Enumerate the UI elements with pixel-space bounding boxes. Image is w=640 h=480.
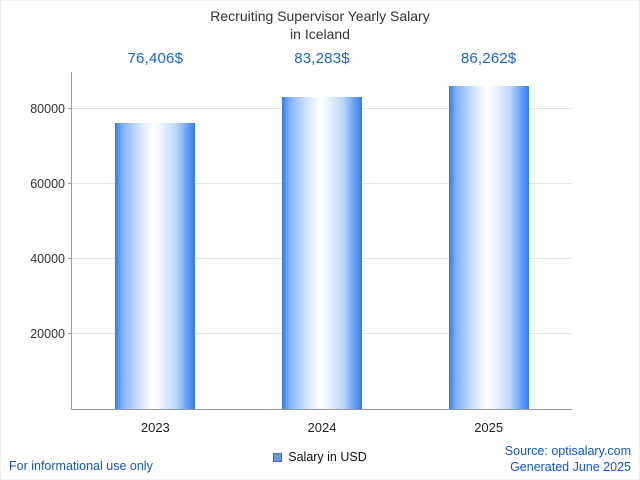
legend-marker-icon bbox=[273, 452, 283, 462]
legend: Salary in USD bbox=[1, 450, 639, 464]
bar-value-label: 86,262$ bbox=[460, 50, 517, 67]
y-axis-tick-label: 20000 bbox=[30, 327, 65, 342]
x-axis-tick-label: 2023 bbox=[140, 420, 170, 435]
chart-title-line2: in Iceland bbox=[290, 26, 350, 43]
bar-2025[interactable] bbox=[448, 86, 529, 409]
chart-title: Recruiting Supervisor Yearly Salary in I… bbox=[1, 7, 639, 43]
bar-2024[interactable] bbox=[282, 97, 362, 409]
disclaimer-text: For informational use only bbox=[9, 459, 153, 473]
bar-value-label: 83,283$ bbox=[294, 50, 350, 67]
y-axis-tick bbox=[68, 183, 72, 185]
chart-title-line1: Recruiting Supervisor Yearly Salary bbox=[210, 8, 430, 24]
legend-label: Salary in USD bbox=[288, 450, 367, 464]
generated-date: Generated June 2025 bbox=[510, 459, 631, 474]
bar-2023[interactable] bbox=[115, 122, 196, 409]
plot-area: 20000 40000 60000 80000 76,406$ 2023 83,283$ 20… bbox=[30, 50, 572, 435]
x-axis-tick-label: 2025 bbox=[474, 420, 504, 435]
y-axis-tick bbox=[68, 333, 72, 335]
y-axis-tick-label: 40000 bbox=[30, 252, 65, 267]
bar-value-label: 76,406$ bbox=[127, 50, 184, 67]
y-axis-tick-label: 60000 bbox=[30, 177, 65, 192]
source-link[interactable]: Source: optisalary.com bbox=[504, 443, 631, 458]
x-axis-tick-label: 2024 bbox=[307, 420, 337, 435]
y-axis-tick-label: 80000 bbox=[30, 102, 65, 117]
source-block: Source: optisalary.com Generated June 20… bbox=[505, 443, 631, 476]
y-axis-tick bbox=[68, 108, 72, 110]
y-axis-tick bbox=[68, 258, 72, 260]
